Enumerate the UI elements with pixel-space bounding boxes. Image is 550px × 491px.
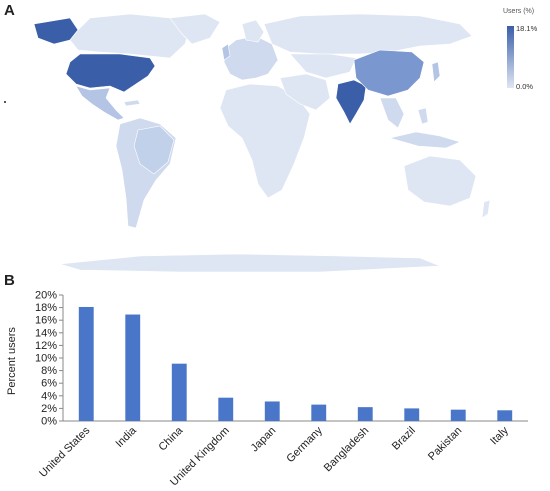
map-mexico [75,85,125,121]
panel-a-label: A [4,2,15,19]
y-tick-label: 6% [41,378,57,390]
legend-color-bar [507,26,514,88]
world-map-svg [33,13,491,273]
y-tick-label: 8% [41,365,57,377]
map-usa [65,53,156,93]
map-canada [69,13,191,59]
panel-b-label: B [4,272,15,289]
map-middle-east [279,73,331,111]
map-russia [263,13,473,55]
x-tick-label: Japan [249,425,279,455]
legend-max-label: 18.1% [516,24,538,33]
bar-india [125,314,141,421]
y-tick-label: 0% [41,416,57,428]
x-tick-label: Pakistan [426,425,464,463]
stray-dot [4,101,6,103]
y-tick-label: 10% [35,353,57,365]
map-australia [403,155,477,207]
bar-chart: 0%2%4%6%8%10%12%14%16%18%20% United Stat… [35,290,528,488]
map-uk [221,43,231,61]
map-philippines [417,107,429,125]
y-tick-label: 16% [35,315,57,327]
x-tick-label: Germany [284,424,325,465]
bar-italy [497,410,513,421]
y-tick-label: 14% [35,327,57,339]
y-tick-label: 2% [41,403,57,415]
x-tick-label: Italy [488,424,511,447]
map-new-zealand [481,199,491,219]
y-tick-label: 18% [35,302,57,314]
map-japan [431,61,441,83]
map-india [335,79,367,125]
map-se-asia [379,97,405,129]
map-scandinavia [241,19,265,43]
bar-germany [311,404,327,421]
y-tick-label: 4% [41,390,57,402]
x-tick-label: India [114,424,140,450]
y-tick-label: 20% [35,290,57,302]
bars [78,306,513,421]
bar-japan [264,401,280,421]
bar-united-kingdom [218,397,234,421]
map-indonesia [389,131,461,149]
map-europe [223,35,279,81]
map-china [353,49,425,97]
x-tick-label: United States [37,424,93,480]
map-greenland [169,13,221,45]
bar-pakistan [450,409,466,421]
y-ticks: 0%2%4%6%8%10%12%14%16%18%20% [35,290,63,428]
world-map [20,13,500,274]
map-legend: Users (%) 18.1% 0.0% [503,8,548,98]
bar-bangladesh [357,407,373,421]
x-tick-label: China [157,424,186,453]
legend-title: Users (%) [503,8,535,15]
bar-united-states [78,306,94,421]
x-tick-label: Brazil [390,425,418,453]
y-tick-label: 12% [35,340,57,352]
bar-brazil [404,408,420,421]
map-caribbean [123,99,141,107]
legend-min-label: 0.0% [516,82,534,91]
map-central-asia [289,53,357,79]
map-brazil [133,125,175,175]
map-antarctica [59,253,441,273]
x-tick-label: Bangladesh [322,425,372,475]
bar-china [171,363,187,421]
